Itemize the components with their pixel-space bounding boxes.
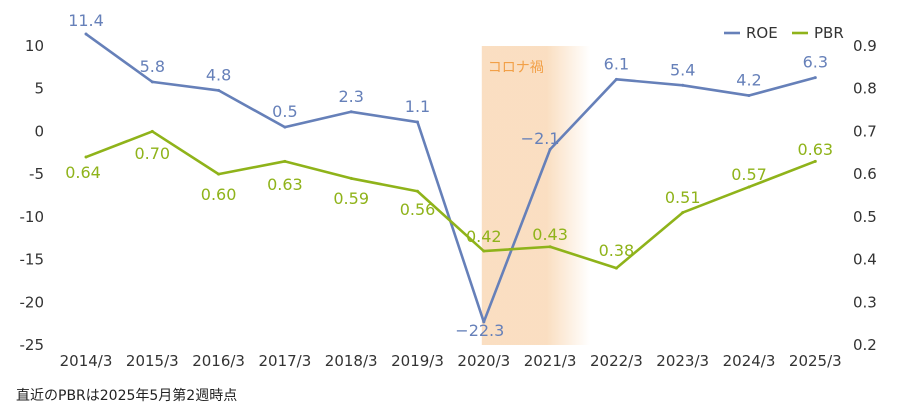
data-label-roe: −2.1 bbox=[521, 129, 560, 148]
y-left-tick-label: 0 bbox=[34, 122, 44, 140]
data-label-pbr: 0.64 bbox=[65, 163, 101, 182]
data-point-pbr bbox=[813, 159, 817, 163]
data-point-pbr bbox=[84, 155, 88, 159]
y-right-tick-label: 0.8 bbox=[853, 80, 877, 98]
data-point-roe bbox=[416, 120, 419, 124]
x-tick-label: 2021/3 bbox=[524, 352, 577, 370]
data-point-roe bbox=[614, 77, 618, 81]
data-point-roe bbox=[283, 125, 287, 129]
y-right-tick-label: 0.3 bbox=[853, 293, 877, 311]
data-label-pbr: 0.63 bbox=[797, 140, 833, 159]
data-point-pbr bbox=[349, 176, 353, 180]
data-point-pbr bbox=[548, 245, 552, 249]
data-point-pbr bbox=[283, 159, 287, 163]
y-right-tick-label: 0.5 bbox=[853, 208, 877, 226]
data-point-pbr bbox=[150, 129, 154, 133]
data-label-roe: 11.4 bbox=[68, 11, 104, 30]
data-label-roe: 0.5 bbox=[272, 102, 297, 121]
data-label-pbr: 0.60 bbox=[201, 185, 237, 204]
data-label-pbr: 0.43 bbox=[532, 225, 568, 244]
data-label-roe: −22.3 bbox=[455, 321, 504, 340]
data-label-pbr: 0.42 bbox=[466, 227, 502, 246]
data-point-pbr bbox=[416, 189, 419, 193]
y-left-tick-label: 5 bbox=[34, 80, 44, 98]
data-label-roe: 4.2 bbox=[736, 71, 761, 90]
shaded-region bbox=[481, 46, 591, 345]
y-left-tick-label: -15 bbox=[20, 251, 45, 269]
x-tick-label: 2017/3 bbox=[259, 352, 312, 370]
y-right-tick-label: 0.9 bbox=[853, 37, 877, 55]
y-right-tick-label: 0.4 bbox=[853, 251, 877, 269]
data-point-roe bbox=[548, 147, 552, 151]
data-label-pbr: 0.59 bbox=[333, 189, 369, 208]
x-tick-label: 2015/3 bbox=[126, 352, 179, 370]
chart: コロナ禍 10 5 0 -5 -10 -15 -20 -25 0.9 0.8 0.7 0.6 0.5 0.4… bbox=[20, 11, 877, 370]
y-left-tick-label: -25 bbox=[20, 336, 45, 354]
data-label-roe: 4.8 bbox=[206, 65, 231, 84]
data-label-pbr: 0.57 bbox=[731, 165, 767, 184]
data-label-roe: 1.1 bbox=[405, 97, 430, 116]
y-left-tick-label: -10 bbox=[20, 208, 45, 226]
y-right-tick-label: 0.2 bbox=[853, 336, 877, 354]
data-point-pbr bbox=[681, 211, 685, 215]
data-point-pbr bbox=[217, 172, 221, 176]
data-label-pbr: 0.70 bbox=[134, 144, 170, 163]
data-label-pbr: 0.38 bbox=[599, 241, 635, 260]
data-label-pbr: 0.56 bbox=[400, 200, 436, 219]
data-point-roe bbox=[150, 80, 154, 84]
legend-label-pbr: PBR bbox=[814, 24, 844, 42]
x-tick-label: 2022/3 bbox=[590, 352, 643, 370]
series-line-roe bbox=[85, 32, 816, 324]
data-label-pbr: 0.63 bbox=[267, 175, 303, 194]
data-point-pbr bbox=[747, 185, 751, 189]
data-point-pbr bbox=[482, 249, 486, 253]
data-point-roe bbox=[747, 94, 751, 98]
data-label-roe: 5.8 bbox=[140, 57, 165, 76]
data-point-roe bbox=[681, 83, 685, 87]
x-tick-label: 2023/3 bbox=[656, 352, 709, 370]
data-label-roe: 6.1 bbox=[604, 54, 629, 73]
data-label-roe: 5.4 bbox=[670, 60, 695, 79]
shaded-region-label: コロナ禍 bbox=[488, 60, 544, 76]
x-tick-label: 2016/3 bbox=[192, 352, 245, 370]
data-label-roe: 2.3 bbox=[338, 87, 363, 106]
data-point-roe bbox=[217, 88, 221, 92]
y-left-tick-label: -20 bbox=[20, 293, 45, 311]
x-tick-label: 2014/3 bbox=[60, 352, 113, 370]
x-tick-label: 2020/3 bbox=[457, 352, 510, 370]
x-tick-label: 2018/3 bbox=[325, 352, 378, 370]
x-tick-label: 2019/3 bbox=[391, 352, 444, 370]
data-point-roe bbox=[349, 110, 353, 114]
y-right-tick-label: 0.6 bbox=[853, 165, 877, 183]
x-tick-label: 2024/3 bbox=[723, 352, 776, 370]
y-right-tick-label: 0.7 bbox=[853, 122, 877, 140]
data-point-pbr bbox=[614, 266, 618, 270]
legend-label-roe: ROE bbox=[746, 24, 778, 42]
data-label-roe: 6.3 bbox=[803, 53, 828, 72]
data-point-roe bbox=[482, 320, 486, 324]
data-point-roe bbox=[84, 32, 88, 36]
x-tick-label: 2025/3 bbox=[789, 352, 842, 370]
footnote: 直近のPBRは2025年5月第2週時点 bbox=[16, 388, 238, 404]
data-point-roe bbox=[813, 76, 817, 80]
y-left-tick-label: 10 bbox=[25, 37, 44, 55]
y-left-tick-label: -5 bbox=[29, 165, 44, 183]
data-label-pbr: 0.51 bbox=[665, 188, 701, 207]
series-line-pbr bbox=[85, 130, 816, 270]
